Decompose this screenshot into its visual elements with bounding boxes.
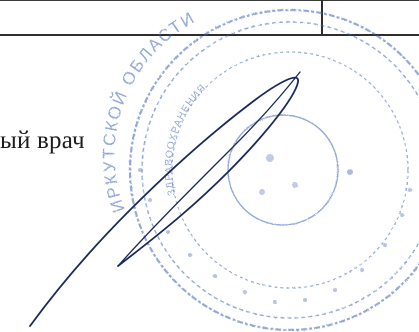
table-column-divider: [321, 0, 323, 36]
handwritten-signature: [29, 71, 301, 327]
seal-inner-text: ЗДРАВООХРАНЕНИЯ: [164, 82, 208, 197]
signatory-role-text: ый врач: [0, 127, 85, 154]
table-top-border: [0, 0, 419, 1]
seal-stamp: [128, 8, 419, 332]
seal-ring-text: ИРКУТСКОЙ ОБЛАСТИ ЗДРАВООХРАНЕНИЯ: [100, 8, 209, 215]
table-bottom-border: [0, 34, 419, 36]
svg-text:ЗДРАВООХРАНЕНИЯ: ЗДРАВООХРАНЕНИЯ: [164, 82, 209, 197]
svg-text:ИРКУТСКОЙ ОБЛАСТИ: ИРКУТСКОЙ ОБЛАСТИ: [100, 8, 199, 215]
table-fragment: [0, 0, 419, 36]
seal-outer-text: ИРКУТСКОЙ ОБЛАСТИ: [100, 8, 197, 215]
